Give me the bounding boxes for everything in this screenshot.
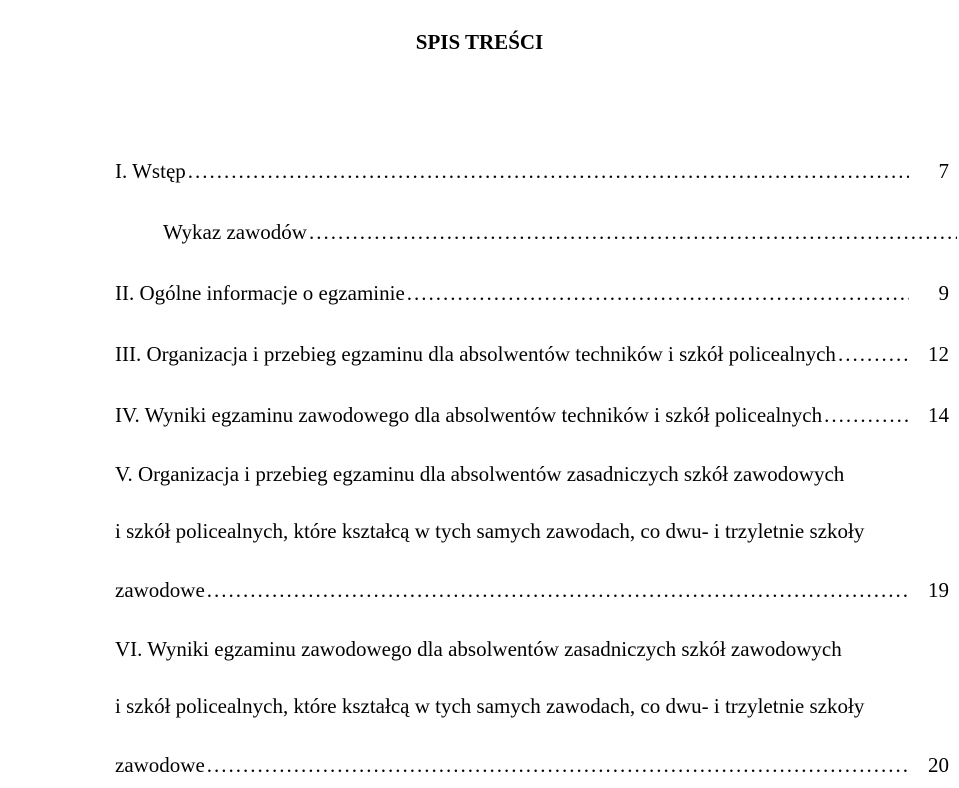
- toc-leader: ........................................…: [822, 403, 909, 428]
- toc-entry-page: 20: [913, 753, 949, 778]
- toc-entry-label: IV. Wyniki egzaminu zawodowego dla absol…: [115, 403, 822, 428]
- toc-entry-label: zawodowe: [115, 753, 205, 778]
- toc-entry: Wykaz zawodów ..........................…: [115, 220, 959, 245]
- toc-leader: ........................................…: [405, 281, 909, 306]
- toc-entry-page: 7: [913, 159, 949, 184]
- toc-entry-label: III. Organizacja i przebieg egzaminu dla…: [115, 342, 836, 367]
- toc-entry: IV. Wyniki egzaminu zawodowego dla absol…: [115, 403, 949, 428]
- toc-title: SPIS TREŚCI: [115, 30, 949, 55]
- toc-entry: III. Organizacja i przebieg egzaminu dla…: [115, 342, 949, 367]
- toc-entry-wrap-line: i szkół policealnych, które kształcą w t…: [115, 521, 949, 542]
- toc-leader: ........................................…: [205, 578, 909, 603]
- toc-entry-page: 12: [913, 342, 949, 367]
- toc-entry-wrap-line: VI. Wyniki egzaminu zawodowego dla absol…: [115, 639, 949, 660]
- toc-entry-page: 14: [913, 403, 949, 428]
- toc-leader: ........................................…: [205, 753, 909, 778]
- page-container: SPIS TREŚCI I. Wstęp ...................…: [0, 0, 959, 778]
- toc-entry-label: II. Ogólne informacje o egzaminie: [115, 281, 405, 306]
- toc-leader: ........................................…: [836, 342, 909, 367]
- toc-entry: I. Wstęp ...............................…: [115, 159, 949, 184]
- toc-entry: II. Ogólne informacje o egzaminie ......…: [115, 281, 949, 306]
- toc-entry-page: 19: [913, 578, 949, 603]
- toc-entry-label: I. Wstęp: [115, 159, 186, 184]
- toc-entry: zawodowe ...............................…: [115, 578, 949, 603]
- toc-entry-wrap-line: i szkół policealnych, które kształcą w t…: [115, 696, 949, 717]
- toc-leader: ........................................…: [186, 159, 909, 184]
- toc-entry-label: Wykaz zawodów: [163, 220, 307, 245]
- toc-entry-wrap-line: V. Organizacja i przebieg egzaminu dla a…: [115, 464, 949, 485]
- toc-entry-page: 9: [913, 281, 949, 306]
- toc-entry-label: zawodowe: [115, 578, 205, 603]
- toc-entry: zawodowe ...............................…: [115, 753, 949, 778]
- toc-leader: ........................................…: [307, 220, 957, 245]
